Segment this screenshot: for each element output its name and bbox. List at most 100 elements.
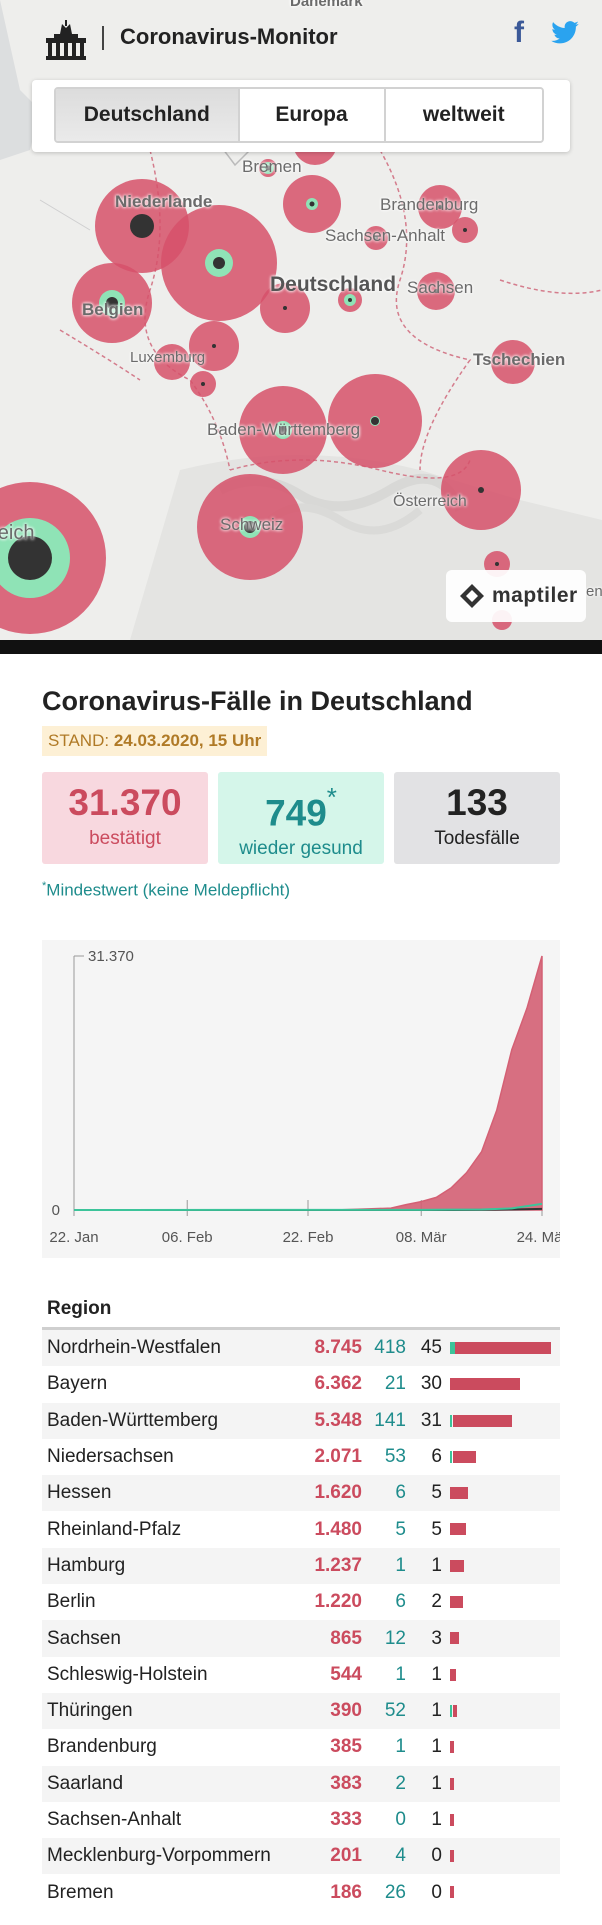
region-name: Bayern [47, 1373, 108, 1395]
chart-y-tick-label: 0 [52, 1202, 60, 1219]
table-row[interactable]: Bayern 6.362 21 30 [42, 1366, 560, 1402]
region-deaths: 3 [431, 1627, 442, 1649]
region-deaths: 1 [431, 1736, 442, 1758]
facebook-icon[interactable]: f [514, 16, 524, 49]
table-row[interactable]: Thüringen 390 52 1 [42, 1692, 560, 1730]
outbreak-map[interactable]: Danemark Bremen Niederlande Brandenburg … [0, 0, 602, 640]
table-row[interactable]: Nordrhein-Westfalen 8.745 418 45 [42, 1330, 560, 1367]
region-bar-cell [450, 1584, 558, 1620]
cases-chart-svg: 0 31.370 22. Jan 06. Feb 22. Feb 08. Mär 24. M… [49, 948, 560, 1246]
confirmed-bar [450, 1850, 454, 1863]
table-row[interactable]: Berlin 1.220 6 2 [42, 1584, 560, 1620]
region-deaths: 45 [420, 1337, 442, 1359]
region-recovered: 0 [395, 1809, 406, 1830]
table-row[interactable]: Sachsen-Anhalt 333 0 1 [42, 1802, 560, 1838]
region-confirmed: 2.071 [314, 1446, 362, 1468]
chart-y-tick-label: 31.370 [88, 948, 134, 965]
region-deaths: 2 [431, 1591, 442, 1613]
table-row[interactable]: Mecklenburg-Vorpommern 201 4 0 [42, 1838, 560, 1875]
deaths-box: 133 Todesfälle [394, 772, 560, 864]
app-title: Coronavirus-Monitor [120, 24, 338, 49]
chart-x-tick-label: 08. Mär [396, 1229, 447, 1246]
chart-x-tick-label: 22. Feb [283, 1229, 334, 1246]
region-name: Berlin [47, 1591, 96, 1613]
maptiler-logo-icon [460, 584, 484, 608]
map-label-deutschland: Deutschland [270, 273, 397, 296]
table-row[interactable]: Rheinland-Pfalz 1.480 5 5 [42, 1511, 560, 1547]
map-label-niederlande: Niederlande [115, 192, 213, 211]
tab-weltweit[interactable]: weltweit [385, 89, 542, 141]
confirmed-bar [453, 1414, 512, 1427]
chart-x-tick-label: 22. Jan [49, 1229, 98, 1246]
table-row[interactable]: Niedersachsen 2.071 53 6 [42, 1439, 560, 1475]
brandenburg-gate-logo-icon[interactable] [42, 16, 90, 64]
table-row[interactable]: Schleswig-Holstein 544 1 1 [42, 1657, 560, 1693]
region-name: Brandenburg [47, 1736, 157, 1758]
region-deaths: 1 [431, 1663, 442, 1685]
footnote-text: Mindestwert (keine Meldepflicht) [46, 880, 291, 900]
table-row[interactable]: Sachsen 865 12 3 [42, 1620, 560, 1657]
region-recovered: 1 [395, 1554, 406, 1576]
region-deaths: 31 [420, 1409, 442, 1431]
tab-europa[interactable]: Europa [239, 89, 386, 141]
table-row[interactable]: Hamburg 1.237 1 1 [42, 1547, 560, 1585]
region-bar-cell [450, 1511, 558, 1547]
confirmed-bar [454, 1342, 551, 1354]
region-deaths: 1 [431, 1772, 442, 1794]
region-deaths: 0 [431, 1845, 442, 1867]
recovered-bar [450, 1450, 452, 1463]
table-row[interactable]: Bremen 186 26 0 [42, 1874, 560, 1910]
cases-chart[interactable]: 0 31.370 22. Jan 06. Feb 22. Feb 08. Mär 24. M… [42, 940, 560, 1258]
map-label-tschechien: Tschechien [473, 350, 566, 369]
region-name: Baden-Württemberg [47, 1409, 219, 1431]
confirmed-bar [450, 1668, 456, 1681]
map-bottom-bar [0, 640, 602, 654]
confirmed-bar [450, 1487, 468, 1500]
deaths-label: Todesfälle [434, 828, 520, 849]
region-recovered: 5 [395, 1518, 406, 1540]
region-recovered: 141 [374, 1409, 406, 1431]
region-bar-cell [450, 1620, 558, 1656]
region-deaths: 6 [431, 1446, 442, 1468]
region-bar-cell [450, 1475, 558, 1511]
region-name: Bremen [47, 1881, 114, 1903]
region-confirmed: 8.745 [314, 1337, 362, 1359]
region-recovered: 6 [395, 1482, 406, 1504]
region-name: Nordrhein-Westfalen [47, 1337, 221, 1359]
map-label-sachsen-anhalt: Sachsen-Anhalt [325, 226, 446, 245]
map-label-brandenburg: Brandenburg [380, 195, 479, 214]
table-row[interactable]: Brandenburg 385 1 1 [42, 1729, 560, 1765]
map-circle-tschechien [491, 340, 535, 384]
region-recovered: 418 [374, 1337, 406, 1359]
region-recovered: 6 [395, 1591, 406, 1613]
region-bar-cell [450, 1729, 558, 1765]
region-tab-panel: Deutschland Europa weltweit [32, 80, 570, 152]
region-confirmed: 390 [330, 1700, 362, 1722]
region-recovered: 26 [384, 1881, 406, 1903]
region-name: Hessen [47, 1482, 112, 1504]
footnote: *Mindestwert (keine Meldepflicht) [42, 880, 290, 901]
region-name: Rheinland-Pfalz [47, 1518, 182, 1540]
confirmed-label: bestätigt [89, 828, 161, 849]
region-name: Mecklenburg-Vorpommern [47, 1845, 271, 1867]
recovered-count: 749 [265, 792, 327, 834]
maptiler-attribution[interactable]: maptiler [446, 570, 586, 622]
region-table: Region Nordrhein-Westfalen 8.745 418 45 Baye… [42, 1290, 560, 1911]
tab-deutschland[interactable]: Deutschland [56, 89, 240, 141]
region-recovered: 21 [384, 1373, 406, 1395]
confirmed-bar [453, 1450, 476, 1463]
region-confirmed: 201 [330, 1845, 362, 1867]
table-row[interactable]: Saarland 383 2 1 [42, 1765, 560, 1802]
recovered-bar [450, 1704, 452, 1717]
region-confirmed: 385 [330, 1736, 362, 1758]
region-bar-cell [450, 1766, 558, 1802]
region-bar-cell [450, 1874, 558, 1910]
region-bar-cell [450, 1802, 558, 1838]
region-name: Thüringen [47, 1700, 133, 1722]
table-row[interactable]: Hessen 1.620 6 5 [42, 1475, 560, 1512]
status-date-badge: STAND: 24.03.2020, 15 Uhr [42, 726, 268, 756]
table-row[interactable]: Baden-Württemberg 5.348 141 31 [42, 1402, 560, 1439]
map-label-luxemburg: Luxemburg [130, 349, 206, 366]
twitter-icon[interactable] [549, 18, 581, 48]
app-header: Coronavirus-Monitor f [0, 0, 602, 76]
